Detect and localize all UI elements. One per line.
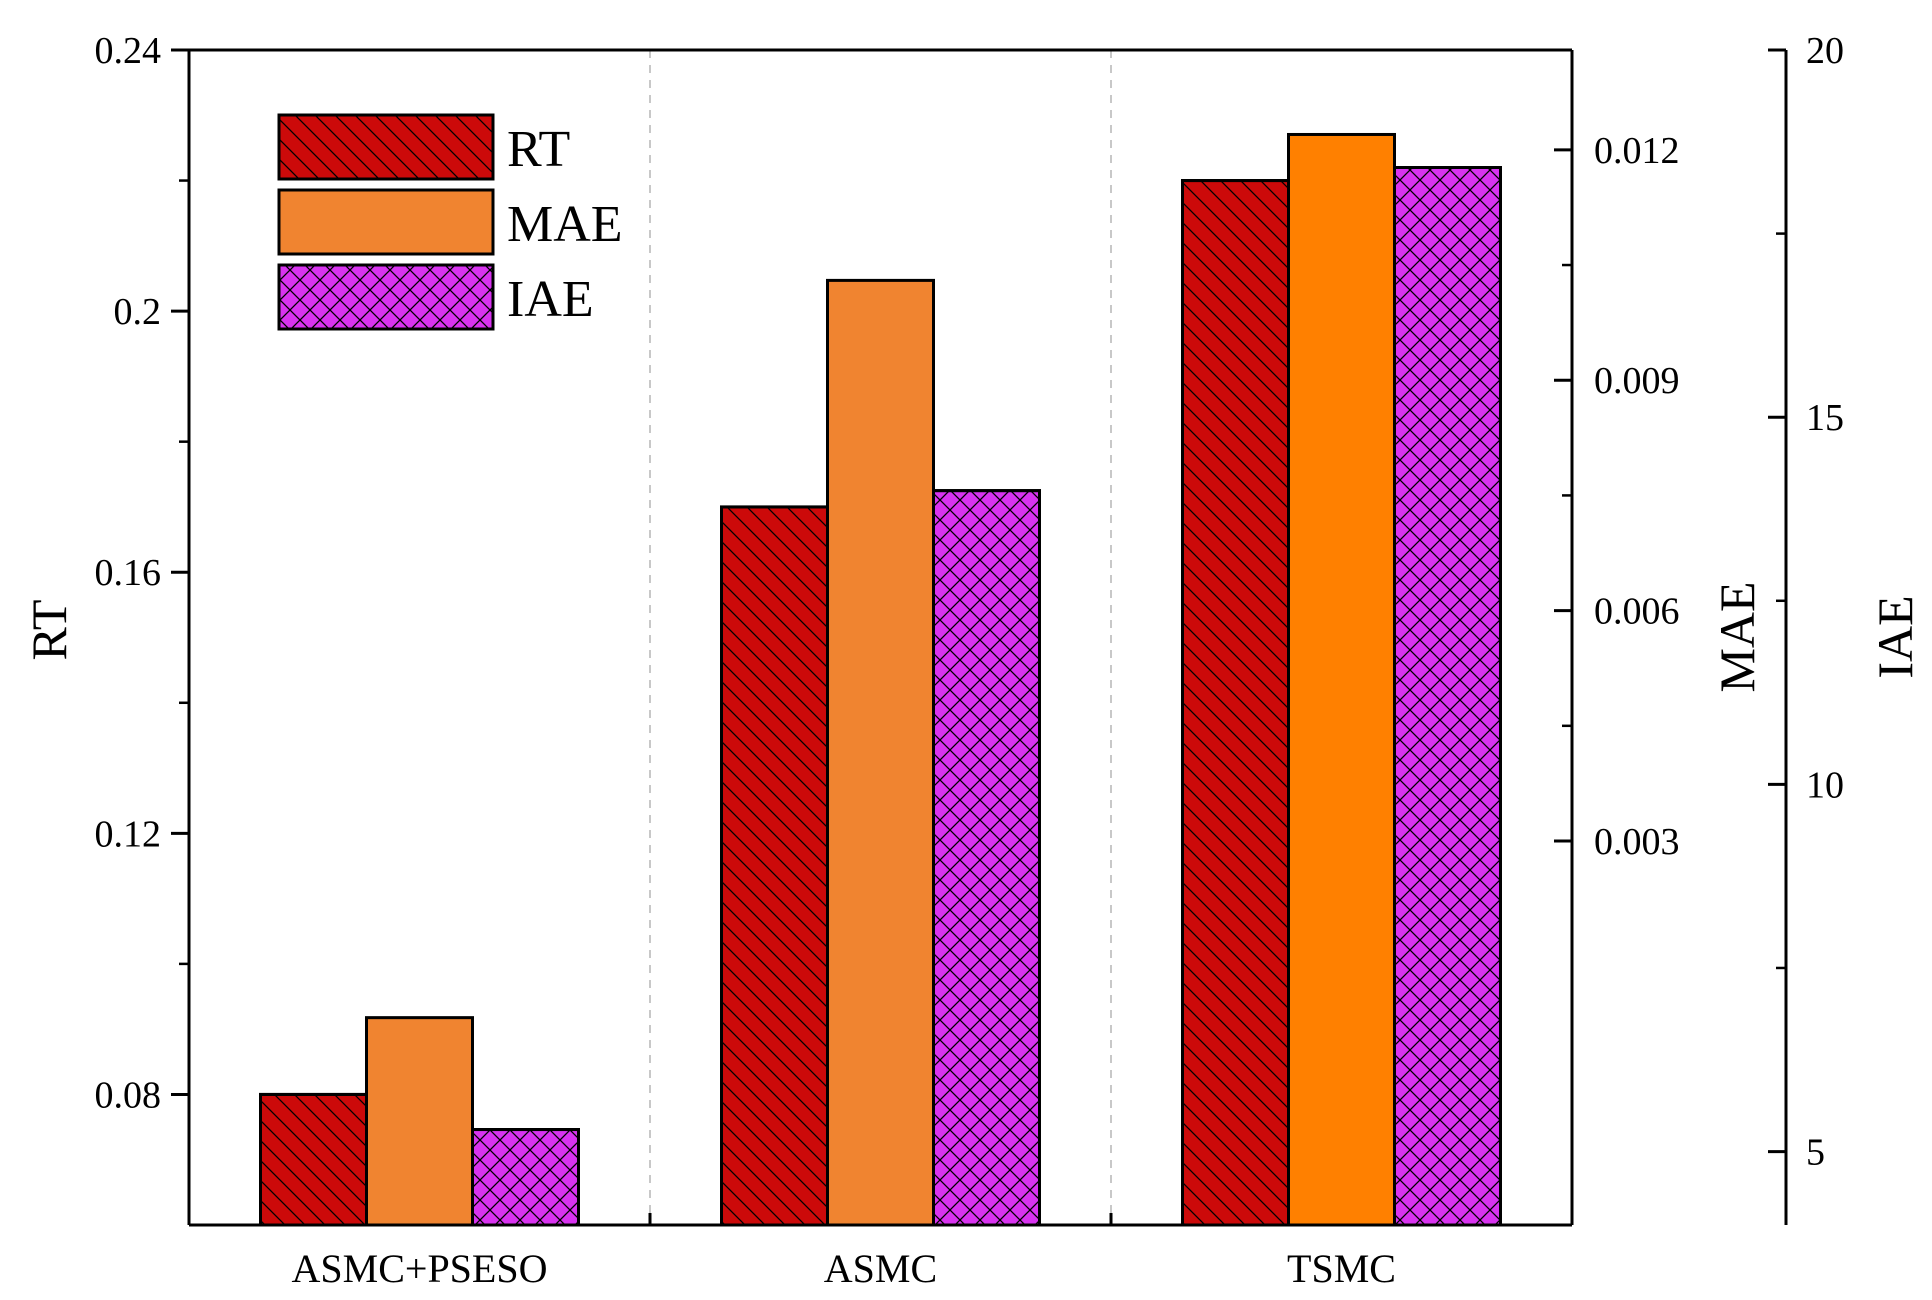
rt-axis-title: RT: [21, 600, 77, 661]
rt-tick-label: 0.08: [95, 1074, 162, 1116]
mae-tick-label: 0.009: [1594, 360, 1680, 402]
plot-frame: [187, 48, 1788, 1227]
bar-iae-hatch: [932, 489, 1041, 1227]
rt-tick-label: 0.12: [95, 813, 162, 855]
iae-tick-label: 15: [1806, 397, 1844, 439]
bar-iae-hatch: [471, 1128, 580, 1227]
legend-swatch-iae: [277, 263, 495, 331]
rt-tick-label: 0.24: [95, 30, 162, 72]
bar-mae: [826, 278, 935, 1227]
mae-axis-title: MAE: [1709, 581, 1765, 692]
legend: RT MAE IAE: [277, 113, 623, 331]
rt-tick-label: 0.2: [114, 291, 162, 333]
category-separators: [649, 50, 1112, 1225]
iae-tick-label: 10: [1806, 764, 1844, 806]
rt-axis-ticks: 0.08 0.12 0.16 0.2 0.24: [95, 30, 189, 1116]
mae-tick-label: 0.003: [1594, 821, 1680, 863]
iae-axis-ticks: 5 10 15 20: [1768, 30, 1844, 1174]
bar-iae-hatch: [1393, 166, 1502, 1227]
iae-tick-label: 5: [1806, 1132, 1825, 1174]
mae-axis-ticks: 0.003 0.006 0.009 0.012: [1554, 130, 1680, 863]
bar-mae: [1287, 132, 1396, 1227]
category-label: ASMC: [824, 1246, 937, 1291]
legend-label-iae: IAE: [507, 271, 594, 328]
category-label: ASMC+PSESO: [292, 1246, 548, 1291]
category-label: TSMC: [1287, 1246, 1396, 1291]
bar-rt-hatch: [720, 505, 829, 1227]
iae-tick-label: 20: [1806, 30, 1844, 72]
legend-label-rt: RT: [507, 121, 570, 178]
iae-axis-title: IAE: [1867, 595, 1923, 678]
mae-tick-label: 0.012: [1594, 130, 1680, 172]
category-labels: ASMC+PSESO ASMC TSMC: [292, 1213, 1396, 1291]
bar-rt-hatch: [1181, 179, 1290, 1227]
rt-tick-label: 0.16: [95, 552, 162, 594]
legend-label-mae: MAE: [507, 196, 623, 253]
bars: [259, 132, 1502, 1227]
mae-tick-label: 0.006: [1594, 591, 1680, 633]
legend-swatch-mae: [277, 188, 495, 256]
bar-rt-hatch: [259, 1092, 368, 1227]
legend-swatch-rt: [277, 113, 495, 181]
bar-mae: [365, 1016, 474, 1227]
